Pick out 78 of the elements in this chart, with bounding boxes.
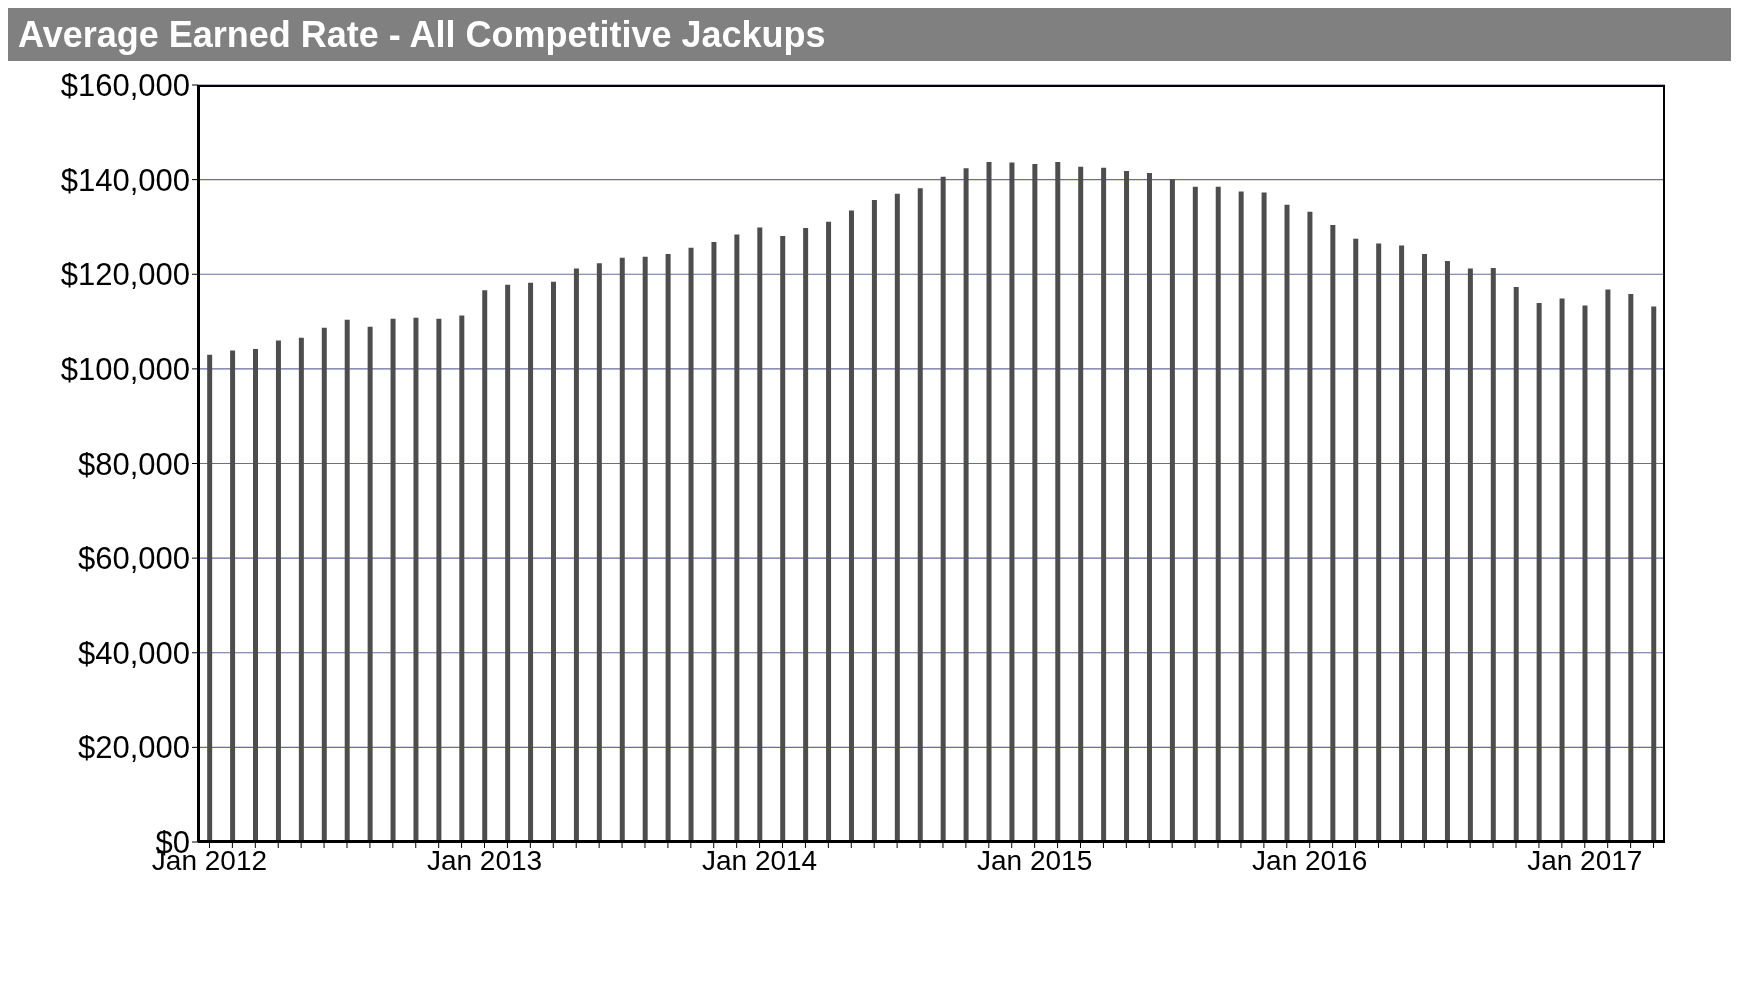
bar xyxy=(505,284,511,842)
bar xyxy=(436,318,442,842)
bar xyxy=(1467,268,1473,842)
bar xyxy=(1078,166,1084,842)
x-tick-label: Jan 2016 xyxy=(1252,844,1368,876)
bar xyxy=(596,263,602,842)
bar xyxy=(1628,294,1634,842)
x-tick-label: Jan 2015 xyxy=(977,844,1093,876)
bar xyxy=(253,349,259,842)
chart-title: Average Earned Rate - All Competitive Jackups xyxy=(8,8,1731,61)
bar xyxy=(1353,238,1359,842)
bar xyxy=(1536,303,1542,842)
bar xyxy=(1055,162,1061,842)
bar xyxy=(986,162,992,842)
bar xyxy=(1490,268,1496,842)
bar xyxy=(940,176,946,842)
y-tick-label: $120,000 xyxy=(60,257,190,293)
bar xyxy=(1032,164,1038,842)
bar xyxy=(482,290,488,842)
bar xyxy=(1009,162,1015,842)
bar xyxy=(1215,186,1221,842)
bar xyxy=(1146,173,1152,842)
bar xyxy=(803,227,809,842)
bar xyxy=(1124,171,1130,842)
bar xyxy=(917,188,923,842)
y-tick-label: $20,000 xyxy=(77,730,190,766)
bar xyxy=(848,210,854,842)
y-tick-label: $160,000 xyxy=(60,68,190,104)
bar xyxy=(711,242,717,842)
bar xyxy=(734,234,740,842)
bar xyxy=(665,253,671,842)
bar xyxy=(298,337,304,842)
bar xyxy=(1307,211,1313,842)
bar xyxy=(780,235,786,842)
y-tick-label: $60,000 xyxy=(77,541,190,577)
x-tick-label: Jan 2013 xyxy=(426,844,543,876)
x-tick-label: Jan 2017 xyxy=(1527,844,1643,876)
bar xyxy=(642,256,648,842)
bar xyxy=(1101,167,1107,842)
bar xyxy=(1513,287,1519,842)
bar xyxy=(1422,253,1428,842)
bar xyxy=(619,257,625,842)
bar xyxy=(459,315,465,842)
bar xyxy=(321,327,327,842)
bar xyxy=(275,340,281,842)
bar xyxy=(230,350,236,842)
bar xyxy=(1444,261,1450,842)
bar xyxy=(826,221,832,842)
bar xyxy=(1559,298,1565,842)
bar xyxy=(390,318,396,842)
y-tick-label: $40,000 xyxy=(77,635,190,671)
bar xyxy=(1169,179,1175,842)
bar xyxy=(894,193,900,842)
bar xyxy=(1238,191,1244,842)
bar xyxy=(1605,289,1611,842)
bar xyxy=(1582,305,1588,842)
bar xyxy=(573,268,579,842)
bar xyxy=(551,281,556,842)
y-tick-label: $140,000 xyxy=(60,162,190,198)
bar xyxy=(1192,186,1198,842)
bar xyxy=(1651,306,1657,842)
bar xyxy=(963,168,969,842)
y-tick-label: $80,000 xyxy=(77,446,190,482)
y-tick-label: $100,000 xyxy=(60,351,190,387)
bar xyxy=(1330,225,1336,842)
bar xyxy=(367,326,373,842)
bar xyxy=(1399,245,1405,842)
bar xyxy=(1261,192,1267,842)
x-tick-label: Jan 2014 xyxy=(701,844,818,876)
bar xyxy=(1376,243,1382,842)
bar xyxy=(344,319,350,842)
bar xyxy=(757,227,763,842)
bar xyxy=(207,354,213,842)
bar xyxy=(528,282,534,842)
bar xyxy=(1284,204,1290,842)
bar xyxy=(871,199,877,842)
bar xyxy=(688,247,694,842)
bar xyxy=(413,317,419,842)
